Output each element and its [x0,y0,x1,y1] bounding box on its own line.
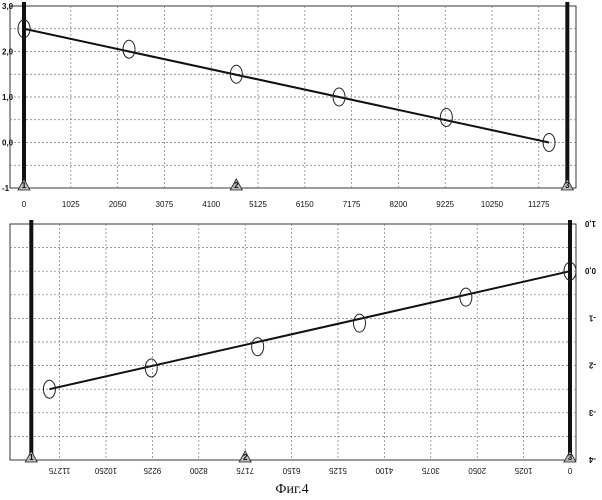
marker-bar [565,2,569,188]
y-tick-label: -1 [588,313,596,322]
marker-bar [568,220,572,460]
data-point [354,314,366,332]
x-tick-label: 3075 [421,466,439,475]
y-tick-label: 0,0 [584,266,596,275]
series-line [24,29,549,143]
x-tick-label: 8200 [390,200,408,209]
y-tick-label: 2,0 [2,48,14,57]
y-tick-label: 0,0 [2,139,14,148]
x-tick-label: 11275 [528,200,550,209]
x-tick-label: 10250 [94,466,117,475]
y-tick-label: 1,0 [584,219,596,228]
y-tick-label: -4 [588,455,596,464]
x-tick-label: 1025 [514,466,532,475]
figure-caption: Фиг.4 [275,482,308,497]
x-tick-label: 0 [22,200,27,209]
data-point [123,40,135,58]
data-point [252,338,264,356]
x-tick-label: 11275 [48,466,70,475]
x-tick-label: 7175 [343,200,361,209]
marker-bar [29,220,33,460]
x-tick-label: 7175 [236,466,254,475]
x-tick-label: 2050 [109,200,127,209]
data-point [460,288,472,306]
data-point [440,108,452,126]
x-tick-label: 5125 [329,466,347,475]
x-tick-label: 2050 [468,466,486,475]
chart-top-plot: 0 1025 2050 3075 4100 5125 6150 7175 8200 9225 102… [2,2,576,209]
y-tick-label: -3 [588,408,596,417]
x-tick-label: 9225 [436,200,454,209]
y-tick-label: 3,0 [2,2,14,11]
x-tick-label: 0 [567,466,572,475]
marker-label: 2 [243,453,248,462]
chart-bottom-plot: 1127510250922582007175615051254100307520… [10,219,596,475]
marker-label: 3 [565,181,570,190]
x-tick-label: 10250 [481,200,504,209]
x-tick-label: 4100 [202,200,220,209]
x-tick-label: 6150 [296,200,314,209]
x-tick-label: 5125 [249,200,267,209]
x-tick-label: 8200 [189,466,207,475]
x-tick-label: 9225 [143,466,161,475]
series-line [49,271,570,389]
x-tick-label: 4100 [375,466,393,475]
marker-label: 1 [29,453,34,462]
marker-label: 3 [568,453,573,462]
y-tick-label: 1,0 [2,93,14,102]
marker-label: 1 [22,181,27,190]
x-tick-label: 6150 [282,466,300,475]
x-tick-label: 3075 [156,200,174,209]
marker-label: 2 [234,181,239,190]
y-tick-label: -2 [588,361,596,370]
y-tick-label: -1 [2,184,10,193]
x-tick-label: 1025 [62,200,80,209]
